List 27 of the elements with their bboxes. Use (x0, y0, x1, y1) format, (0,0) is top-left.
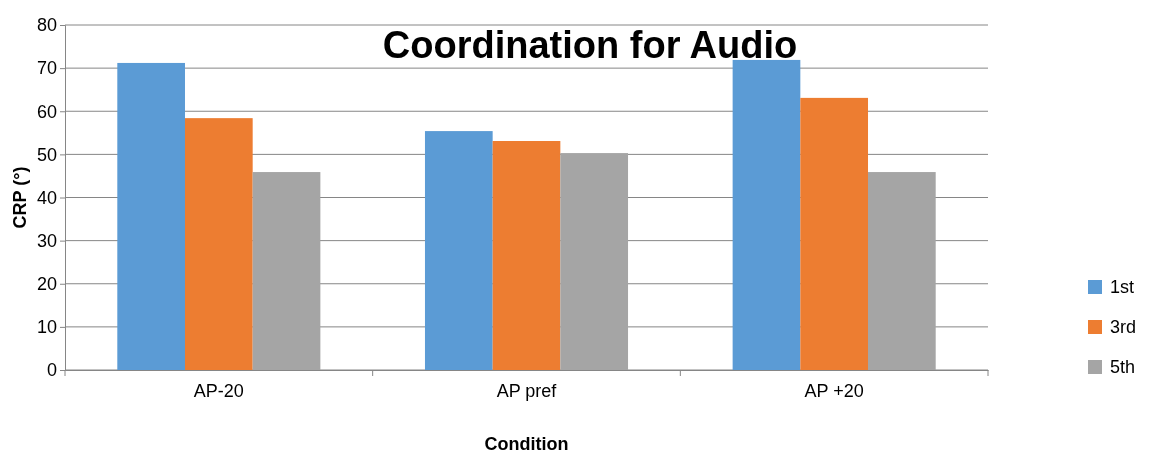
bar (560, 153, 629, 370)
y-tick-label: 30 (36, 230, 57, 251)
bar (732, 59, 801, 370)
legend-label: 3rd (1110, 317, 1137, 337)
legend-label: 1st (1110, 277, 1135, 297)
x-tick-label: AP +20 (804, 380, 864, 401)
x-tick-label: AP-20 (193, 380, 244, 401)
y-tick-label: 60 (36, 101, 57, 122)
bar (184, 118, 253, 370)
x-tick-label: AP pref (496, 380, 558, 401)
y-tick-label: 0 (46, 360, 57, 381)
bar (424, 131, 493, 370)
bar (492, 141, 561, 370)
y-tick-label: 20 (36, 274, 57, 295)
y-tick-label: 10 (36, 317, 57, 338)
y-axis-title: CRP (°) (10, 166, 30, 229)
bar (868, 172, 936, 370)
y-tick-label: 80 (36, 15, 57, 36)
bar (800, 97, 869, 370)
bar (117, 62, 185, 370)
y-tick-label: 70 (36, 58, 57, 79)
legend-label: 5th (1110, 357, 1136, 377)
y-tick-label: 40 (36, 187, 57, 208)
chart-title: Coordination for Audio (382, 24, 798, 66)
x-axis-title: Condition (484, 434, 569, 454)
bar (252, 172, 321, 370)
y-tick-label: 50 (36, 144, 57, 165)
